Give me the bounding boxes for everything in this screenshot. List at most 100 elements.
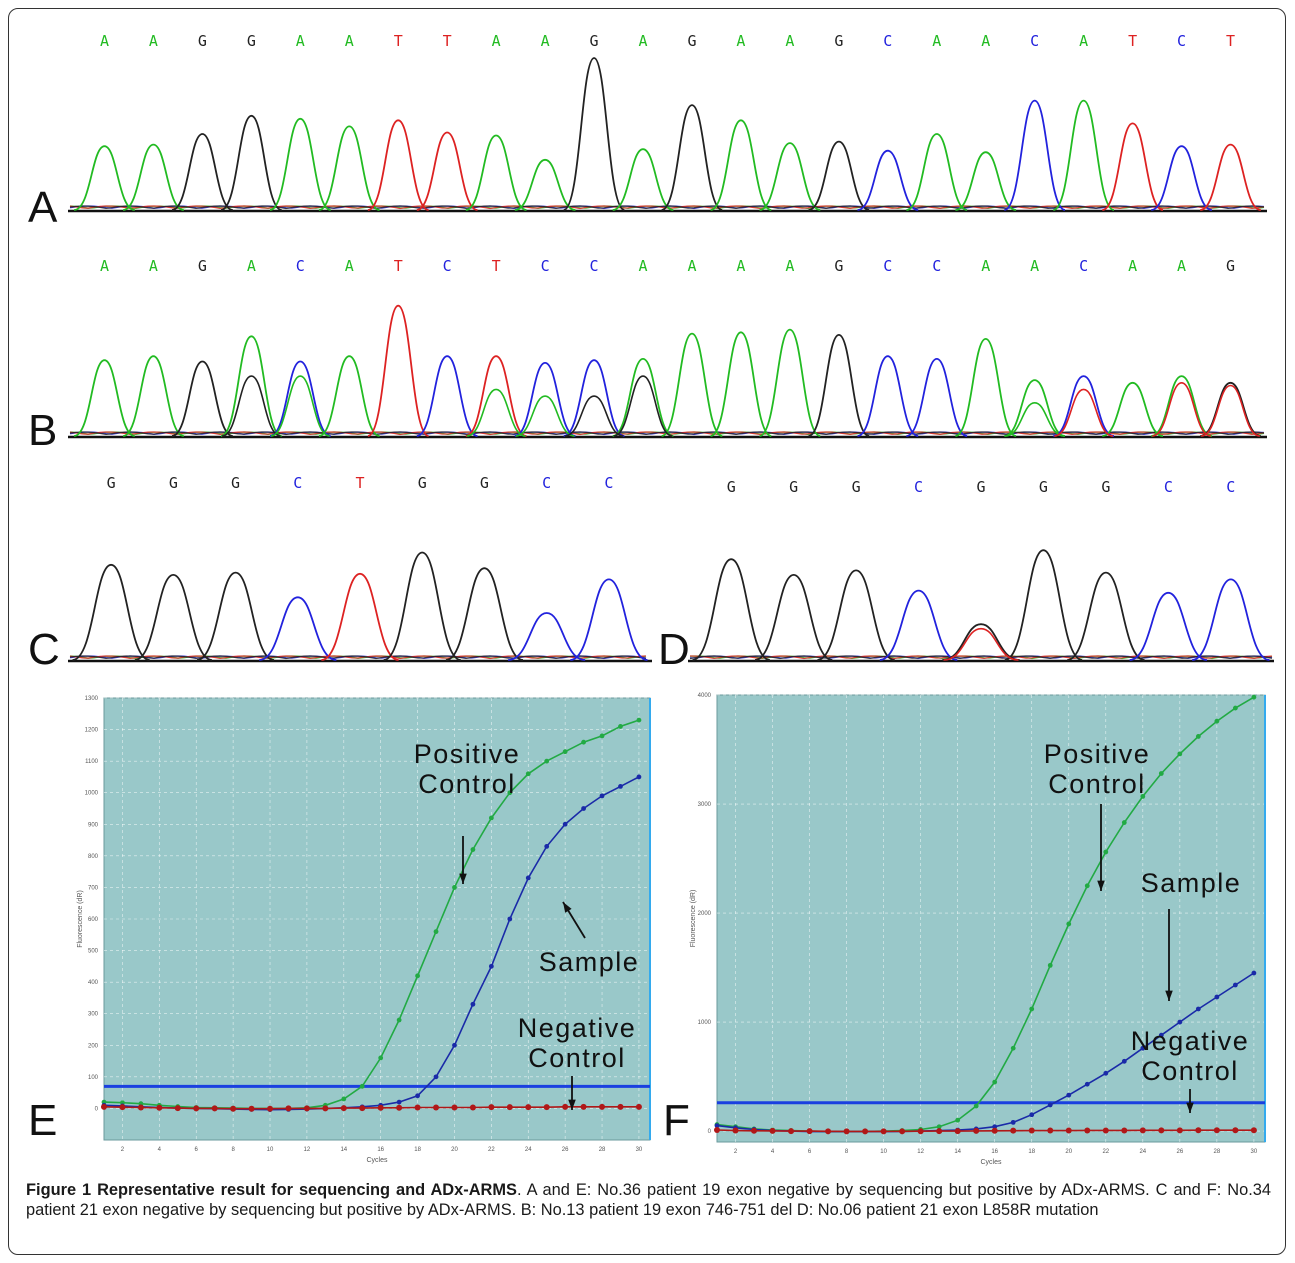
sequence-peak [906, 133, 968, 211]
sequence-peak [661, 332, 723, 437]
panel-label-e: E [28, 1096, 57, 1145]
base-letter: C [883, 32, 892, 50]
data-point [992, 1124, 998, 1130]
sequence-peak [416, 131, 478, 211]
arrow-head [1165, 990, 1173, 1001]
sequence-peak [570, 578, 648, 661]
data-point [1139, 1127, 1146, 1134]
sequence-peak [171, 360, 234, 437]
sequence-peak [514, 361, 576, 437]
y-tick-label: 400 [88, 980, 99, 986]
secondary-peak [613, 375, 673, 437]
base-letter: A [247, 257, 256, 275]
annotation-label: Control [1048, 769, 1146, 799]
baseline-noise-trace [69, 205, 1265, 210]
sequence-peak [710, 331, 772, 437]
sequence-peak [416, 355, 478, 437]
base-letter: A [736, 32, 745, 50]
sequence-peak [367, 304, 430, 437]
sequence-peak [122, 355, 185, 437]
base-letter: T [355, 474, 364, 492]
x-tick-label: 20 [451, 1147, 458, 1153]
sequence-peak [220, 335, 283, 437]
y-axis-label: Fluorescence (dR) [77, 890, 84, 948]
base-letter: A [149, 257, 158, 275]
sequence-peak [1199, 381, 1262, 437]
sequence-peak [220, 114, 283, 211]
sequence-peak [955, 337, 1017, 437]
sequence-peak [563, 359, 625, 437]
base-letter: A [687, 257, 696, 275]
data-point [452, 1042, 457, 1048]
base-letter: A [785, 32, 794, 50]
panel-label-a: A [28, 183, 58, 232]
data-point [635, 1103, 642, 1110]
figure-graphic: A A G G A A T T A A G A G A A G C A A C A T C T A A G A C A T C T C C A A A A… [28, 32, 1274, 1166]
data-point [714, 1123, 720, 1129]
annotation-label: Positive [1044, 739, 1151, 769]
data-point [488, 963, 494, 969]
data-point [341, 1096, 347, 1102]
data-point [396, 1104, 403, 1111]
x-tick-label: 22 [1102, 1149, 1109, 1155]
y-tick-label: 0 [95, 1106, 99, 1112]
arrow-head [563, 902, 572, 913]
data-point [1232, 982, 1238, 988]
sequence-peak [808, 333, 870, 437]
y-tick-label: 1200 [85, 728, 99, 734]
data-point [415, 1093, 420, 1099]
base-letter: G [727, 478, 736, 496]
data-point [193, 1105, 200, 1112]
x-axis-label: Cycles [366, 1157, 388, 1164]
data-point [507, 916, 513, 922]
data-point [580, 1103, 587, 1110]
base-letter: C [443, 257, 452, 275]
data-point [359, 1083, 365, 1089]
data-point [955, 1117, 961, 1123]
data-point [714, 1127, 720, 1134]
y-tick-label: 1000 [698, 1020, 712, 1026]
base-letter: G [834, 257, 843, 275]
y-tick-label: 1000 [85, 791, 99, 797]
data-point [562, 749, 568, 755]
y-tick-label: 700 [88, 885, 99, 891]
base-letter: A [296, 32, 305, 50]
annotation-label: Sample [539, 947, 640, 977]
annotation-label: Control [418, 769, 516, 799]
data-point [137, 1104, 144, 1111]
base-letter: G [231, 474, 240, 492]
data-point [396, 1099, 402, 1105]
x-tick-label: 14 [954, 1149, 961, 1155]
sequence-peak [73, 359, 136, 437]
x-tick-label: 28 [1214, 1149, 1221, 1155]
sequence-peak [1053, 375, 1115, 437]
base-letter: G [1101, 478, 1110, 496]
data-point [1251, 694, 1257, 700]
sequence-peak [72, 563, 150, 661]
data-point [469, 1104, 476, 1111]
sequence-peak [1102, 381, 1164, 437]
sequence-peak [942, 623, 1020, 661]
base-letter: A [1128, 257, 1137, 275]
base-letter: A [1177, 257, 1186, 275]
data-point [340, 1105, 347, 1112]
sequence-peak [817, 569, 896, 661]
x-tick-label: 24 [1139, 1149, 1146, 1155]
sequence-peak [507, 612, 586, 661]
sequence-peak [710, 119, 772, 211]
base-letter: G [1039, 478, 1048, 496]
panel-label-c: C [28, 625, 60, 674]
annotation-label: Control [1141, 1056, 1239, 1086]
base-letter: A [345, 257, 354, 275]
y-tick-label: 3000 [698, 802, 712, 808]
base-letter: T [492, 257, 501, 275]
secondary-peak [466, 388, 526, 437]
sequence-peak [759, 328, 821, 437]
y-tick-label: 2000 [698, 911, 712, 917]
data-point [617, 1103, 624, 1110]
amplification-plot-f: 2 4 6 8 10 12 14 16 18 20 22 24 26 28 3001000200030004… [690, 693, 1266, 1166]
data-point [788, 1128, 795, 1135]
data-point [1177, 1019, 1183, 1025]
data-point [562, 1103, 569, 1110]
